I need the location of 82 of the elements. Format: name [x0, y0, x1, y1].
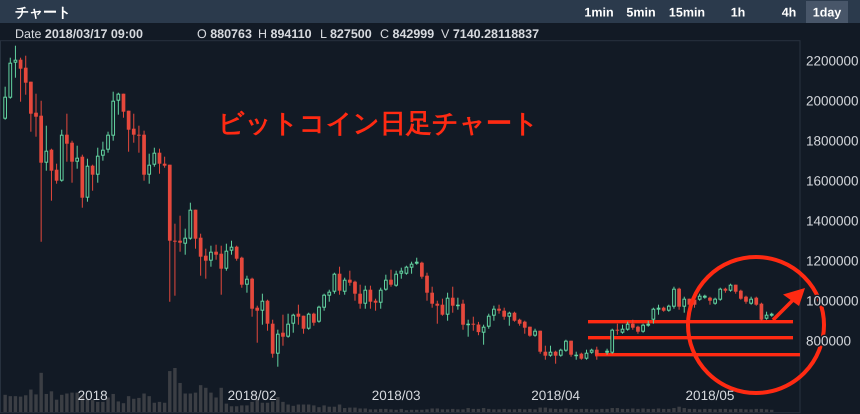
candlestick — [209, 245, 213, 268]
y-tick-label: 2000000 — [806, 93, 859, 108]
candlestick — [96, 147, 100, 184]
candlestick — [486, 313, 491, 330]
candlestick — [332, 272, 336, 294]
candlestick — [342, 277, 347, 296]
candlestick — [554, 350, 558, 364]
y-tick-label: 1200000 — [806, 253, 859, 268]
candlestick — [291, 313, 296, 334]
candlestick — [378, 287, 383, 310]
candlestick — [430, 286, 434, 308]
annotation: C 842999 — [380, 27, 434, 41]
candlestick — [276, 329, 280, 368]
candlestick — [101, 141, 105, 162]
text: 1min — [584, 6, 614, 20]
candlestick — [116, 92, 120, 116]
candlestick — [224, 243, 228, 272]
candlestick — [569, 340, 573, 358]
candlestick — [507, 311, 512, 326]
candlestick — [44, 125, 48, 172]
candlestick — [14, 45, 18, 78]
candlestick — [466, 319, 470, 338]
candlestick — [312, 312, 316, 326]
bar — [353, 408, 357, 412]
x-tick-label: 2018/03 — [372, 388, 421, 403]
candlestick — [476, 321, 480, 336]
candlestick — [492, 305, 496, 322]
annotation: H 894110 — [258, 27, 312, 41]
candlestick — [471, 316, 476, 332]
annotation: V 7140.28118837 — [441, 27, 540, 41]
candlestick — [152, 147, 156, 168]
candlestick — [389, 269, 393, 288]
candlestick — [543, 345, 548, 360]
candlestick — [363, 285, 368, 310]
x-tick-label: 2018 — [78, 388, 108, 403]
text: 15min — [668, 6, 706, 20]
y-tick-label: 1800000 — [806, 133, 859, 148]
y-tick-label: 1400000 — [806, 213, 859, 228]
candlestick — [384, 274, 388, 292]
y-tick-label: 2200000 — [806, 53, 859, 68]
text: 4h — [782, 6, 796, 20]
bar — [317, 407, 321, 412]
annotation: O 880763 — [197, 27, 252, 41]
annotation: L 827500 — [320, 27, 372, 41]
candlestick — [682, 296, 686, 314]
x-tick-label: 2018/04 — [531, 388, 581, 403]
candlestick — [338, 266, 342, 296]
candlestick — [584, 349, 588, 360]
text: 1h — [730, 6, 746, 20]
candlestick — [260, 293, 264, 326]
annotation: Date 2018/03/17 09:00 — [15, 27, 143, 41]
candlestick — [90, 164, 94, 192]
candlestick — [394, 270, 398, 288]
bar — [122, 403, 126, 412]
candlestick — [158, 148, 162, 174]
candlestick — [502, 307, 506, 320]
candlestick — [147, 153, 152, 184]
candlestick — [450, 286, 455, 314]
candlestick — [446, 292, 450, 322]
candlestick — [306, 312, 311, 330]
candlestick — [230, 240, 234, 256]
candlestick — [281, 314, 285, 346]
candlestick — [548, 345, 552, 358]
x-tick-label: 2018/05 — [686, 388, 734, 403]
candlestick — [245, 275, 249, 294]
candlestick — [358, 284, 362, 310]
text: ビットコイン日足チャート — [218, 108, 539, 138]
candlestick — [75, 145, 80, 170]
candlestick — [286, 313, 290, 338]
candlestick — [677, 287, 681, 310]
candlestick — [461, 299, 465, 330]
candlestick — [616, 323, 620, 336]
text: 5min — [626, 6, 656, 20]
candlestick — [594, 346, 599, 360]
x-tick-label: 2018/02 — [228, 388, 276, 403]
candlestick — [266, 299, 270, 332]
y-tick-label: 1600000 — [806, 173, 859, 188]
candlestick — [482, 324, 486, 346]
text: 1day — [812, 6, 842, 20]
candlestick — [456, 297, 460, 310]
candlestick — [538, 330, 542, 354]
text: チャート — [15, 4, 71, 20]
